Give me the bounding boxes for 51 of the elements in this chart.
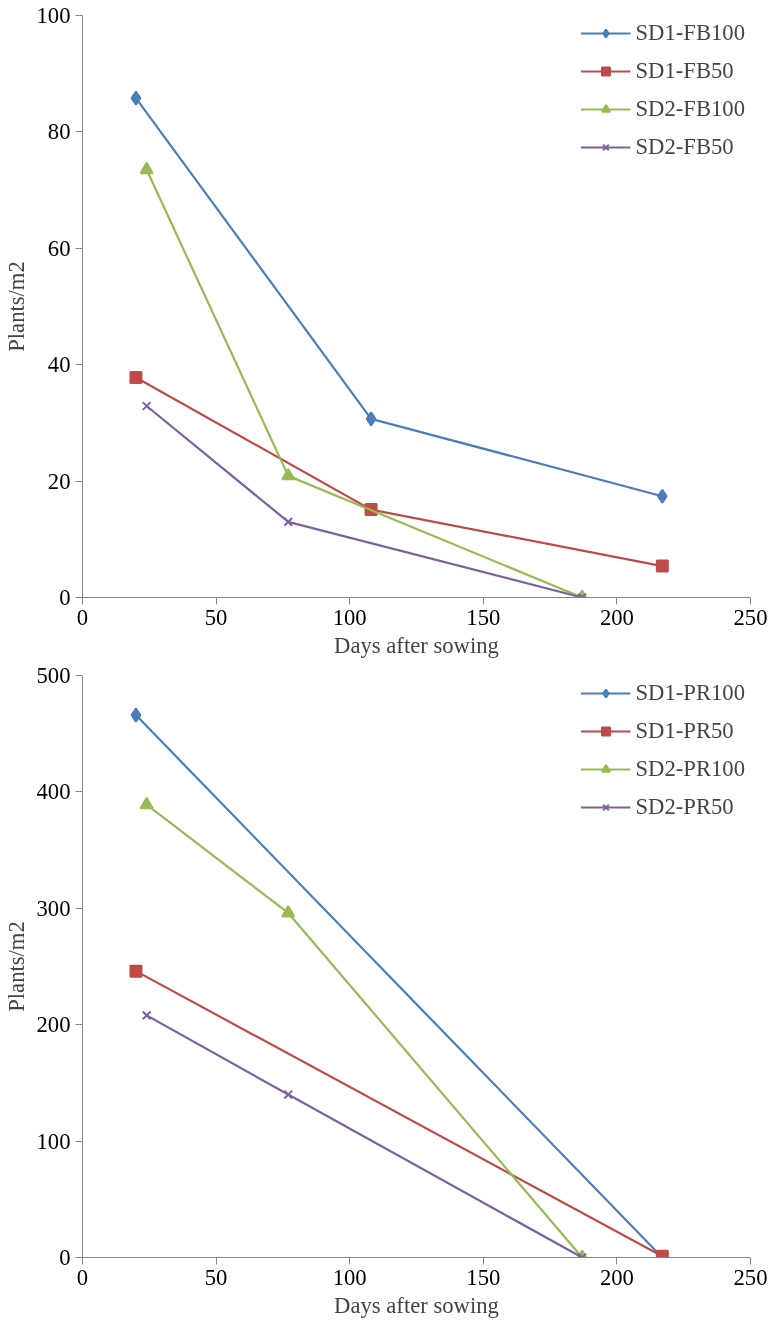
point xyxy=(655,559,669,573)
x-tick-label: 250 xyxy=(733,604,768,630)
x-tick-label: 150 xyxy=(466,604,501,630)
x-tick-label: 100 xyxy=(332,604,367,630)
y-tick-label: 200 xyxy=(36,1012,71,1038)
point xyxy=(130,707,142,723)
point xyxy=(139,161,154,175)
x-tick-label: 0 xyxy=(76,604,89,630)
y-axis-title: Plants/m2 xyxy=(3,261,29,352)
x-axis-title: Days after sowing xyxy=(334,632,499,658)
point xyxy=(139,796,154,810)
legend-label: SD2-FB50 xyxy=(635,134,734,160)
legend-label: SD2-PR50 xyxy=(635,794,734,820)
point xyxy=(141,401,152,411)
y-tick-label: 100 xyxy=(36,3,71,28)
x-axis-title: Days after sowing xyxy=(334,1292,499,1318)
y-tick-label: 400 xyxy=(36,779,71,805)
y-tick-label: 0 xyxy=(59,585,71,610)
legend-label: SD1-PR50 xyxy=(635,718,734,744)
legend-label: SD1-FB100 xyxy=(635,20,745,46)
legend-label: SD2-FB100 xyxy=(635,96,745,122)
legend-label: SD1-FB50 xyxy=(635,58,734,84)
point xyxy=(281,905,296,918)
y-tick-label: 100 xyxy=(36,1128,71,1154)
legend-label: SD1-PR100 xyxy=(635,680,745,706)
y-tick-label: 0 xyxy=(59,1245,71,1270)
point xyxy=(283,516,294,527)
point xyxy=(281,467,296,481)
point xyxy=(130,90,142,106)
x-tick-label: 50 xyxy=(204,604,228,630)
x-tick-label: 200 xyxy=(599,604,634,630)
y-tick-label: 80 xyxy=(47,119,71,145)
y-tick-label: 20 xyxy=(47,468,71,494)
point xyxy=(129,371,143,384)
y-tick-label: 500 xyxy=(36,663,71,688)
x-tick-label: 250 xyxy=(733,1264,768,1290)
y-tick-label: 300 xyxy=(36,895,71,921)
y-tick-label: 60 xyxy=(47,235,71,261)
point xyxy=(129,964,143,978)
point xyxy=(141,1010,152,1021)
point xyxy=(365,411,377,427)
point xyxy=(283,1089,294,1100)
x-tick-label: 150 xyxy=(466,1264,501,1290)
x-tick-label: 200 xyxy=(599,1264,634,1290)
y-tick-label: 40 xyxy=(47,352,71,378)
legend-label: SD2-PR100 xyxy=(635,756,745,782)
point xyxy=(656,488,668,504)
x-tick-label: 0 xyxy=(76,1264,89,1290)
x-tick-label: 100 xyxy=(332,1264,367,1290)
x-tick-label: 50 xyxy=(204,1264,228,1290)
y-axis-title: Plants/m2 xyxy=(3,921,29,1012)
